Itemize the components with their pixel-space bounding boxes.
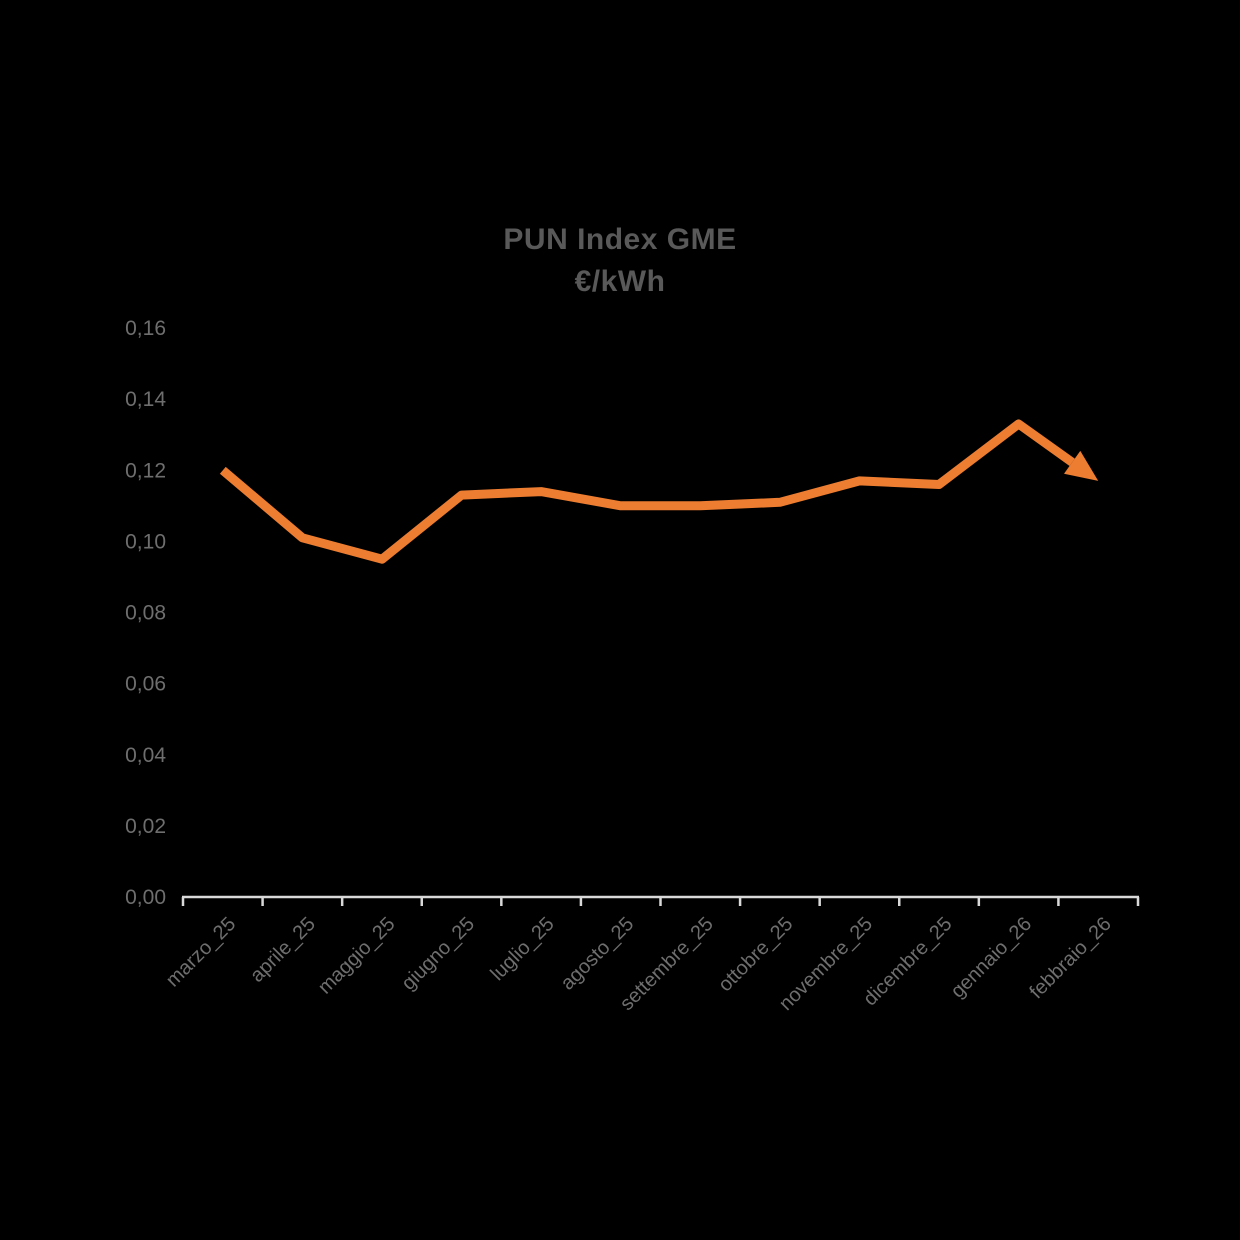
x-axis-category-label: marzo_25 <box>162 913 240 991</box>
y-axis-tick-label: 0,04 <box>125 744 166 767</box>
x-axis-category-label: luglio_25 <box>486 913 558 985</box>
y-axis-tick-label: 0,02 <box>125 815 166 838</box>
x-axis-category-label: aprile_25 <box>246 913 320 987</box>
x-axis-category-label: febbraio_26 <box>1025 913 1115 1003</box>
x-axis-category-label: gennaio_26 <box>947 913 1036 1002</box>
x-axis-category-label: ottobre_25 <box>714 913 797 996</box>
y-axis-tick-label: 0,12 <box>125 459 166 482</box>
pun-series-line <box>219 419 1075 564</box>
chart-subtitle: €/kWh <box>574 265 666 298</box>
y-axis-tick-label: 0,06 <box>125 673 166 696</box>
trend-arrow-head <box>1064 450 1099 481</box>
y-axis-tick-label: 0,10 <box>125 530 166 553</box>
x-axis-category-label: maggio_25 <box>314 913 400 999</box>
x-axis-category-label: agosto_25 <box>557 913 639 995</box>
y-axis-tick-label: 0,08 <box>125 602 166 625</box>
chart-title: PUN Index GME <box>503 223 737 256</box>
y-axis-tick-label: 0,14 <box>125 388 166 411</box>
y-axis-tick-label: 0,00 <box>125 886 166 909</box>
x-axis-category-label: giugno_25 <box>397 913 479 995</box>
y-axis-tick-label: 0,16 <box>125 317 166 340</box>
